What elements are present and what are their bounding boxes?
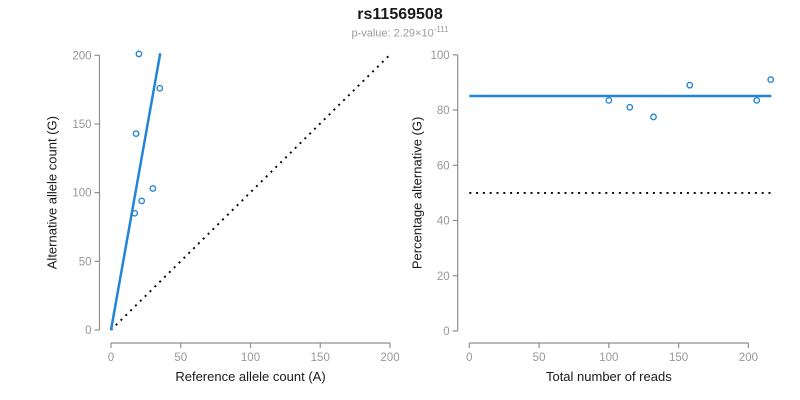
data-point xyxy=(767,76,775,84)
data-point xyxy=(605,96,613,104)
x-axis-label: Reference allele count (A) xyxy=(175,369,325,384)
pvalue-exponent: -111 xyxy=(433,24,449,34)
x-tick-label: 150 xyxy=(669,352,688,364)
data-point xyxy=(135,50,143,58)
data-point xyxy=(650,113,657,121)
x-tick-label: 200 xyxy=(380,352,399,364)
figure-header: rs11569508 p-value: 2.29×10-111 xyxy=(0,0,800,39)
x-tick-label: 0 xyxy=(466,352,472,364)
page-title: rs11569508 xyxy=(357,6,443,23)
x-axis-label: Total number of reads xyxy=(546,369,672,384)
data-point xyxy=(132,130,140,137)
x-tick-label: 150 xyxy=(311,352,330,364)
data-point xyxy=(156,84,164,92)
data-point xyxy=(131,209,139,217)
y-tick-label: 200 xyxy=(72,50,91,62)
x-tick-label: 50 xyxy=(174,352,187,364)
data-point xyxy=(149,185,157,192)
y-tick-label: 50 xyxy=(79,256,92,268)
fit-line xyxy=(109,53,162,331)
allele-counts-panel: 0 50 100 150 200 Reference allele count (A) 0 5… xyxy=(45,50,400,384)
y-tick-label: 20 xyxy=(437,271,450,283)
y-tick-label: 150 xyxy=(72,119,91,131)
data-point xyxy=(686,81,694,89)
data-point xyxy=(626,103,634,111)
y-tick-label: 100 xyxy=(431,50,450,62)
data-point xyxy=(753,96,761,104)
y-tick-label: 80 xyxy=(437,105,450,117)
percentage-panel: 0 50 100 150 200 Total number of reads 0 20 40 60… xyxy=(410,50,775,384)
y-tick-label: 100 xyxy=(72,188,91,200)
x-tick-label: 50 xyxy=(533,352,546,364)
y-tick-label: 0 xyxy=(443,326,449,338)
y-tick-label: 60 xyxy=(437,160,450,172)
x-tick-label: 0 xyxy=(108,352,114,364)
x-tick-label: 200 xyxy=(739,352,758,364)
y-tick-label: 40 xyxy=(437,216,450,228)
y-axis-label: Alternative allele count (G) xyxy=(45,116,60,269)
pvalue-mantissa: p-value: 2.29×10 xyxy=(351,27,434,40)
pvalue-subtitle: p-value: 2.29×10-111 xyxy=(0,24,800,40)
x-tick-label: 100 xyxy=(599,352,618,364)
reference-dotted-line xyxy=(110,53,391,331)
x-tick-label: 100 xyxy=(241,352,260,364)
y-tick-label: 0 xyxy=(85,325,91,337)
data-point xyxy=(138,197,146,205)
y-axis-label: Percentage alternative (G) xyxy=(410,117,425,269)
